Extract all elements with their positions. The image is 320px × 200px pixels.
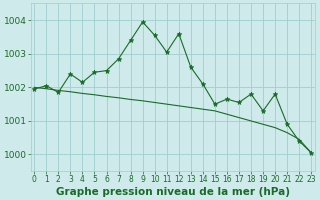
X-axis label: Graphe pression niveau de la mer (hPa): Graphe pression niveau de la mer (hPa)	[56, 187, 290, 197]
